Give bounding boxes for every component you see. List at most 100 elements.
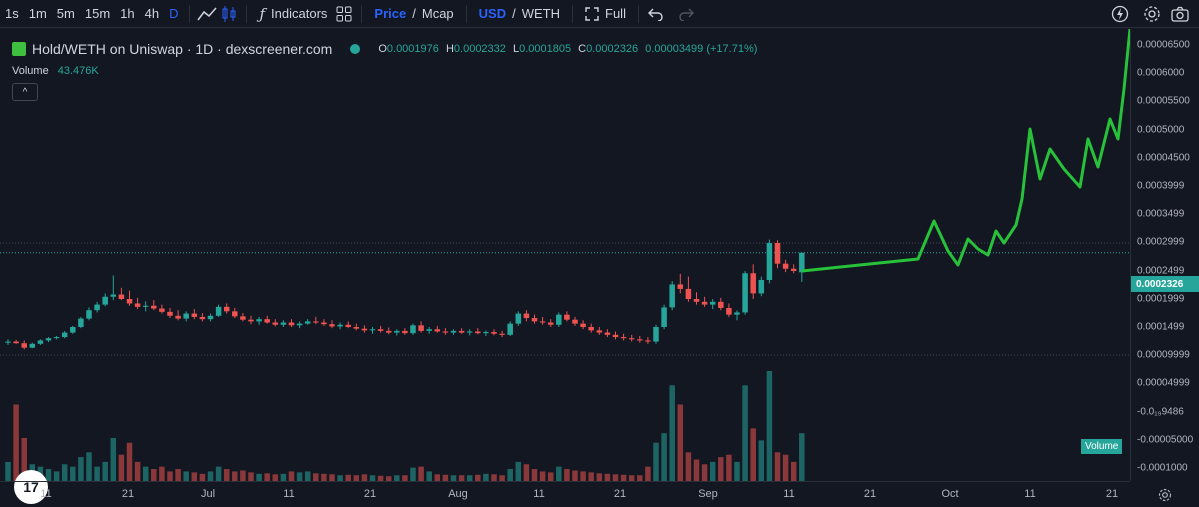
candlestick-icon[interactable] — [218, 3, 240, 25]
time-axis-label: Aug — [448, 488, 468, 500]
candle-body — [45, 338, 52, 341]
timeframe-1s[interactable]: 1s — [5, 6, 19, 21]
candle-body — [86, 310, 92, 319]
volume-bar — [345, 474, 351, 481]
volume-bar — [142, 466, 149, 481]
volume-bar — [13, 404, 19, 481]
volume-bar — [734, 461, 740, 481]
candle-body — [734, 312, 740, 315]
time-axis[interactable]: 11 21 Jul 11 21 Aug 11 21 Sep 11 21 Oct 11 21 — [0, 481, 1172, 507]
projection-drawing[interactable] — [801, 29, 1130, 273]
usd-weth-toggle[interactable]: USD / WETH — [473, 0, 566, 28]
price-axis-label: 0.0003999 — [1137, 180, 1185, 192]
timeframe-4h[interactable]: 4h — [144, 6, 160, 21]
volume-bar — [232, 471, 238, 481]
candle-body — [645, 340, 651, 342]
volume-bar — [466, 475, 473, 481]
toolbar-separator — [637, 4, 639, 23]
candle-body — [337, 324, 343, 327]
candlestick-chart[interactable] — [0, 29, 1130, 481]
candle-body — [402, 330, 408, 334]
collapse-legend-button[interactable]: ^ — [12, 83, 38, 101]
function-icon: ƒ — [259, 4, 266, 23]
candle-body — [53, 337, 60, 339]
timeframe-15m[interactable]: 15m — [84, 6, 111, 21]
candle-body — [29, 343, 36, 348]
candle-body — [240, 316, 246, 320]
candle-body — [418, 325, 424, 331]
candle-body — [126, 299, 133, 304]
tradingview-logo[interactable]: 17 — [14, 470, 48, 504]
volume-bar — [491, 474, 497, 481]
volume-bar — [288, 471, 295, 481]
time-axis-label: 11 — [40, 488, 52, 500]
chart-pane[interactable]: Hold/WETH on Uniswap · 1D · dexscreener.… — [0, 29, 1130, 504]
volume-bar — [313, 473, 319, 481]
price-axis-label: 0.0001999 — [1137, 293, 1185, 305]
candle-body — [588, 327, 594, 331]
candle-body — [5, 341, 11, 343]
volume-bar — [329, 474, 335, 481]
candle-body — [191, 313, 198, 317]
timeframe-1m[interactable]: 1m — [28, 6, 47, 21]
candle-body — [151, 305, 157, 309]
volume-bar — [580, 471, 586, 481]
price-option: Price — [374, 6, 407, 21]
candle-body — [207, 315, 214, 320]
volume-bar — [685, 452, 692, 481]
timeframe-d[interactable]: D — [169, 6, 179, 21]
axis-settings-icon[interactable] — [1158, 488, 1172, 502]
timeframe-5m[interactable]: 5m — [56, 6, 75, 21]
volume-bar — [547, 472, 554, 481]
candle-body — [677, 284, 684, 289]
volume-bar — [70, 466, 76, 481]
volume-bar — [742, 385, 748, 481]
timeframe-1h[interactable]: 1h — [120, 6, 135, 21]
speed-icon[interactable] — [1109, 3, 1131, 25]
indicators-button[interactable]: ƒ Indicators — [253, 0, 333, 28]
candle-body — [385, 330, 392, 333]
fullscreen-button[interactable]: Full — [579, 0, 632, 28]
candle-body — [21, 343, 27, 348]
volume-bar — [572, 470, 578, 481]
volume-bar — [280, 473, 287, 481]
toolbar-separator — [465, 4, 467, 23]
candle-body — [78, 318, 84, 327]
volume-bar — [159, 466, 165, 481]
volume-bar — [426, 471, 432, 481]
candle-body — [547, 322, 554, 325]
candle-body — [377, 329, 384, 331]
camera-icon[interactable] — [1169, 3, 1191, 25]
volume-bar — [240, 470, 246, 481]
redo-icon[interactable] — [675, 3, 697, 25]
candle-body — [264, 319, 270, 323]
volume-bar — [790, 461, 797, 481]
candle-body — [523, 313, 530, 319]
candle-body — [296, 323, 303, 326]
settings-gear-icon[interactable] — [1141, 3, 1163, 25]
candle-body — [37, 340, 44, 344]
candle-body — [369, 329, 376, 331]
price-mcap-toggle[interactable]: Price / Mcap — [368, 0, 459, 28]
candle-body — [604, 332, 611, 335]
volume-bar — [151, 469, 157, 481]
toolbar-separator — [572, 4, 574, 23]
candle-body — [450, 330, 457, 333]
volume-bar — [604, 473, 611, 481]
candle-body — [620, 337, 627, 339]
line-chart-icon[interactable] — [196, 3, 218, 25]
toolbar-separator — [246, 4, 248, 23]
volume-bar — [183, 471, 189, 481]
candle-body — [491, 332, 497, 334]
price-axis-label: 0.00004999 — [1137, 377, 1190, 389]
volume-bar — [21, 437, 27, 481]
volume-bar — [726, 454, 732, 481]
price-axis[interactable]: 0.00006500 0.0006000 0.00005500 0.0005000 0.… — [1130, 29, 1199, 481]
chevron-up-icon: ^ — [22, 86, 28, 98]
layouts-grid-icon[interactable] — [333, 3, 355, 25]
candle-body — [458, 330, 465, 333]
volume-bar — [45, 469, 52, 481]
undo-icon[interactable] — [645, 3, 667, 25]
volume-bar — [191, 472, 198, 481]
candle-body — [774, 243, 781, 264]
